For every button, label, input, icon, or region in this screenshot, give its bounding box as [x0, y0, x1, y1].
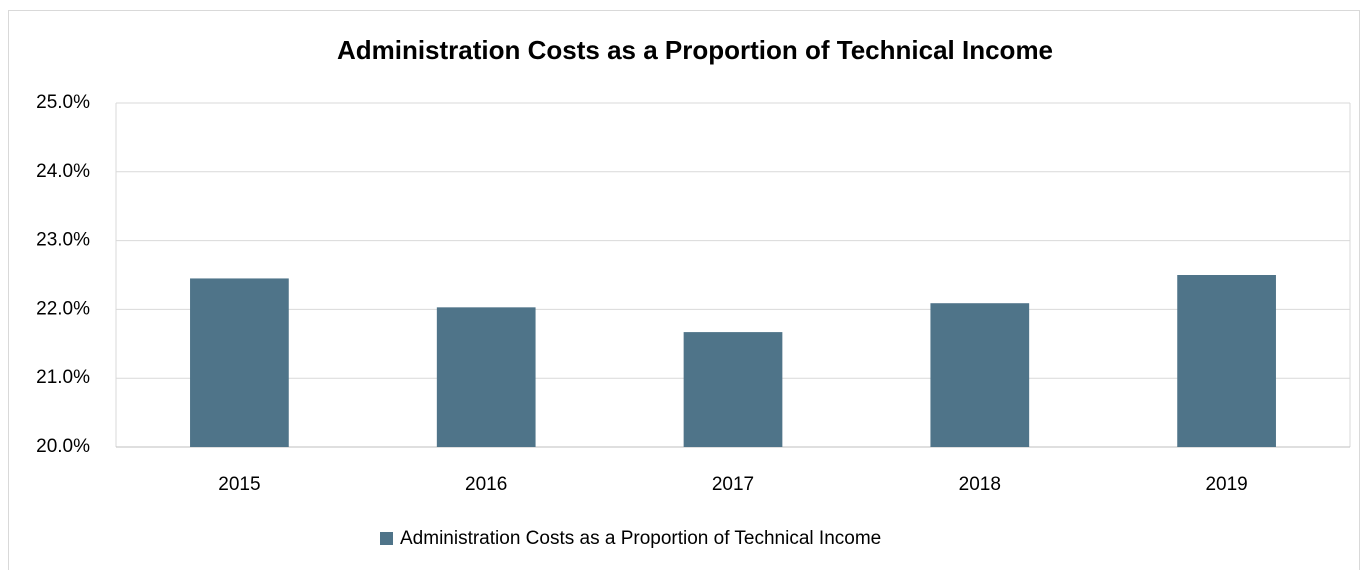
x-tick-label: 2017 [712, 474, 754, 495]
y-tick-label: 24.0% [36, 161, 90, 182]
y-tick-label: 25.0% [36, 92, 90, 113]
bar [190, 278, 289, 447]
chart-title: Administration Costs as a Proportion of … [337, 35, 1053, 65]
y-tick-label: 21.0% [36, 367, 90, 388]
x-tick-label: 2015 [218, 474, 260, 495]
x-tick-label: 2016 [465, 474, 507, 495]
y-tick-label: 23.0% [36, 230, 90, 251]
legend-swatch [380, 532, 393, 545]
y-tick-label: 20.0% [36, 436, 90, 457]
x-tick-label: 2018 [959, 474, 1001, 495]
x-tick-label: 2019 [1205, 474, 1247, 495]
bar [930, 303, 1030, 447]
y-tick-label: 22.0% [36, 298, 90, 319]
bar [436, 307, 536, 447]
bar [1177, 275, 1276, 447]
legend-label: Administration Costs as a Proportion of … [400, 528, 881, 549]
bar [683, 332, 783, 447]
